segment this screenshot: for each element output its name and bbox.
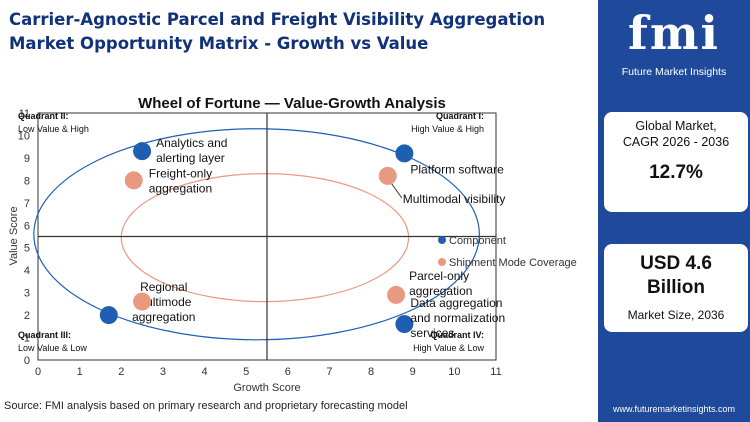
- data-point-label: Platform software: [410, 162, 504, 176]
- y-tick-label: 4: [24, 265, 30, 277]
- x-axis-label: Growth Score: [233, 382, 300, 394]
- data-point-label: Parcel-only: [409, 269, 469, 283]
- quadrant-desc: High Value & High: [411, 124, 484, 134]
- y-tick-label: 6: [24, 220, 30, 232]
- y-tick-label: 10: [18, 130, 30, 142]
- x-tick-label: 11: [490, 366, 501, 378]
- quadrant-name: Quadrant IV:: [430, 330, 484, 340]
- data-point-label: aggregation: [132, 310, 195, 324]
- logo-wordmark: fmi: [628, 6, 720, 60]
- quadrant-desc: Low Value & Low: [18, 343, 87, 353]
- y-tick-label: 0: [24, 355, 30, 367]
- y-tick-label: 8: [24, 175, 30, 187]
- data-point: [395, 315, 414, 334]
- market-size-label: Market Size, 2036: [627, 308, 725, 322]
- data-point-label: Freight-only: [149, 166, 212, 180]
- legend-marker: [438, 236, 446, 244]
- data-point-label: Multimodal visibility: [403, 192, 506, 206]
- legend-marker: [438, 258, 446, 266]
- quadrant-name: Quadrant I:: [436, 111, 484, 121]
- legend-label: Component: [449, 235, 506, 247]
- data-point-label: Analytics and: [156, 136, 227, 150]
- data-point: [99, 306, 118, 325]
- x-tick-label: 8: [368, 366, 374, 378]
- x-tick-label: 1: [77, 366, 83, 378]
- chart-title: Wheel of Fortune — Value-Growth Analysis: [138, 95, 446, 112]
- y-tick-label: 5: [24, 243, 30, 255]
- data-point: [378, 166, 397, 185]
- inner-wheel-ellipse: [120, 173, 410, 303]
- outer-wheel-ellipse: [33, 128, 480, 341]
- y-axis-label: Value Score: [8, 206, 20, 265]
- label-leader-line: [391, 183, 403, 199]
- y-tick-label: 9: [24, 153, 30, 165]
- data-point: [133, 142, 152, 161]
- cagr-card: Global Market, CAGR 2026 - 2036 12.7%: [604, 112, 748, 212]
- data-point: [395, 144, 414, 163]
- data-point-label: alerting layer: [156, 151, 225, 165]
- x-tick-label: 9: [410, 366, 416, 378]
- page-title: Carrier-Agnostic Parcel and Freight Visi…: [9, 10, 546, 53]
- data-point: [387, 285, 406, 304]
- data-point-label: aggregation: [409, 284, 472, 298]
- quadrant-desc: High Value & Low: [413, 343, 484, 353]
- x-tick-label: 6: [285, 366, 291, 378]
- brand-sidebar: fmi Future Market Insights Global Market…: [598, 0, 750, 422]
- market-size-value-line2: Billion: [646, 277, 706, 298]
- y-tick-label: 7: [24, 198, 30, 210]
- data-point: [133, 292, 152, 311]
- x-tick-label: 0: [35, 366, 41, 378]
- website-link[interactable]: www.futuremarketinsights.com: [612, 404, 736, 414]
- y-tick-label: 11: [19, 108, 30, 120]
- logo-tagline: Future Market Insights: [621, 66, 727, 78]
- quadrant-name: Quadrant III:: [18, 330, 71, 340]
- y-tick-label: 1: [24, 333, 30, 345]
- chart-svg: Wheel of Fortune — Value-Growth Analysis…: [8, 95, 577, 394]
- data-point-label: Data aggregation: [410, 296, 502, 310]
- fmi-logo: fmi Future Market Insights: [598, 0, 750, 92]
- quadrant-desc: Low Value & High: [18, 124, 89, 134]
- source-note: Source: FMI analysis based on primary re…: [4, 400, 408, 412]
- cagr-value: 12.7%: [649, 162, 703, 183]
- data-point: [124, 171, 143, 190]
- opportunity-matrix-chart: Wheel of Fortune — Value-Growth Analysis…: [8, 92, 596, 394]
- data-point-label: services: [410, 326, 454, 340]
- x-tick-label: 3: [160, 366, 166, 378]
- market-size-value-line1: USD 4.6: [640, 253, 712, 274]
- y-tick-label: 2: [24, 310, 30, 322]
- x-tick-label: 7: [326, 366, 332, 378]
- data-point-label: Regional: [140, 280, 187, 294]
- cagr-label-line1: Global Market,: [635, 119, 717, 133]
- data-point-label: and normalization: [410, 311, 505, 325]
- x-tick-label: 10: [448, 366, 460, 378]
- y-tick-label: 3: [24, 288, 30, 300]
- market-size-card: USD 4.6 Billion Market Size, 2036: [604, 244, 748, 332]
- data-point-label: aggregation: [149, 181, 212, 195]
- cagr-label-line2: CAGR 2026 - 2036: [622, 135, 730, 149]
- legend-label: Shipment Mode Coverage: [449, 257, 577, 269]
- x-tick-label: 2: [118, 366, 124, 378]
- x-tick-label: 5: [243, 366, 249, 378]
- x-tick-label: 4: [201, 366, 207, 378]
- quadrant-name: Quadrant II:: [18, 111, 69, 121]
